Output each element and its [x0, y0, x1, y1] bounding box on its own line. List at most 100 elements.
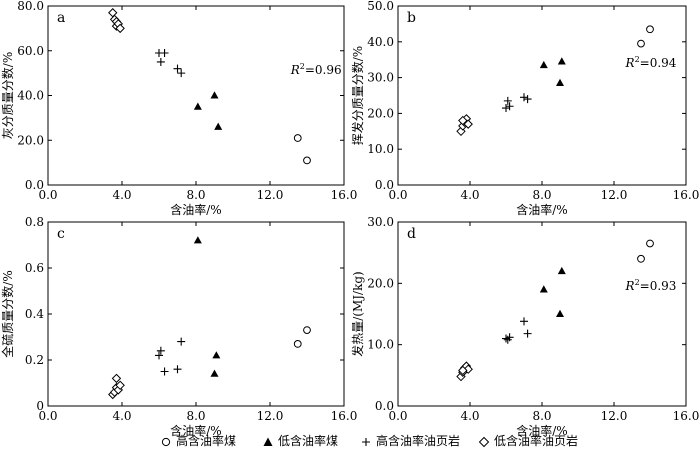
data-point-plus — [160, 367, 169, 376]
data-point-triangle — [214, 122, 223, 130]
series-triangle — [539, 57, 566, 86]
data-point-plus — [523, 329, 532, 338]
x-tick-label: 16.0 — [331, 188, 358, 202]
r-squared-annotation: R2=0.94 — [625, 55, 677, 70]
data-point-plus — [156, 346, 165, 355]
series-circle — [293, 326, 311, 348]
y-tick-label: 20.0 — [17, 133, 44, 147]
y-tick-label: 0.4 — [25, 307, 44, 321]
x-tick-label: 8.0 — [186, 188, 205, 202]
y-axis-label: 发热量/(MJ/kg) — [350, 271, 365, 357]
series-diamond — [456, 361, 473, 382]
y-axis-label: 灰分质量分数/% — [0, 52, 15, 139]
y-tick-label: 0.2 — [25, 353, 44, 367]
legend-label: 低含油率油页岩 — [494, 434, 579, 448]
data-point-plus — [502, 104, 510, 113]
data-point-diamond — [115, 380, 125, 391]
data-point-triangle — [539, 285, 548, 293]
series-plus — [502, 317, 532, 344]
y-tick-label: 20.0 — [367, 106, 394, 120]
x-tick-label: 8.0 — [532, 188, 551, 202]
series-circle — [637, 25, 654, 48]
data-point-triangle — [556, 309, 564, 317]
plot-frame — [47, 221, 345, 407]
y-tick-label: 0.8 — [25, 215, 44, 229]
data-point-plus — [155, 351, 163, 360]
y-axis-label: 全硫质量分数/% — [0, 270, 15, 357]
x-axis-label: 含油率/% — [516, 202, 567, 217]
x-tick-label: 16.0 — [673, 188, 700, 202]
data-point-plus — [173, 64, 182, 73]
data-point-diamond — [115, 23, 125, 34]
panel-a: 0.0 4.0 8.0 12.0 16.0 0.0 20.0 40.0 60.0 80.0 a 含油率… — [0, 0, 357, 217]
data-point-diamond — [108, 8, 118, 18]
x-tick-label: 4.0 — [460, 188, 479, 202]
data-point-circle — [646, 25, 654, 34]
panel-b: 0.0 4.0 8.0 12.0 16.0 0.0 10.0 20.0 30.0 40.0 50.0… — [350, 0, 699, 217]
x-axis-label: 含油率/% — [516, 423, 567, 438]
plus-marker-icon — [362, 437, 370, 446]
data-point-triangle — [210, 369, 219, 377]
x-tick-label: 12.0 — [601, 409, 628, 423]
x-tick-label: 12.0 — [257, 409, 284, 423]
series-circle — [293, 134, 311, 165]
y-tick-label: 0.0 — [25, 178, 44, 192]
x-tick-label: 0.0 — [38, 409, 57, 423]
x-tick-label: 4.0 — [460, 409, 479, 423]
legend-label: 低含油率煤 — [278, 434, 339, 448]
x-tick-label: 0.0 — [388, 409, 407, 423]
x-tick-label: 16.0 — [673, 409, 700, 423]
x-tick-label: 8.0 — [532, 409, 551, 423]
series-diamond — [108, 373, 125, 400]
data-point-triangle — [193, 102, 202, 110]
x-axis-label: 含油率/% — [170, 423, 221, 438]
y-tick-label: 60.0 — [17, 44, 44, 58]
panel-label: b — [407, 10, 416, 26]
y-tick-label: 80.0 — [17, 0, 44, 13]
y-tick-label: 0.0 — [375, 399, 394, 413]
data-point-triangle — [210, 91, 219, 99]
panel-label: c — [57, 226, 65, 242]
y-tick-label: 0.0 — [375, 178, 394, 192]
data-point-circle — [646, 239, 654, 248]
data-point-plus — [177, 337, 186, 346]
r-squared-annotation: R2=0.93 — [625, 278, 677, 293]
data-point-triangle — [212, 351, 221, 359]
series-diamond — [108, 8, 125, 34]
legend-item-low-oil-shale: 低含油率油页岩 — [478, 432, 578, 449]
x-tick-label: 12.0 — [257, 188, 284, 202]
y-tick-label: 40.0 — [17, 89, 44, 103]
data-point-circle — [303, 156, 311, 165]
data-point-diamond — [463, 119, 473, 129]
legend-label: 高含油率油页岩 — [376, 434, 461, 448]
series-circle — [637, 239, 654, 263]
data-point-triangle — [557, 57, 566, 65]
data-point-circle — [637, 39, 645, 48]
x-axis-label: 含油率/% — [170, 202, 221, 217]
x-tick-label: 0.0 — [38, 188, 57, 202]
x-tick-label: 12.0 — [601, 188, 628, 202]
series-diamond — [456, 114, 473, 137]
panel-label: a — [57, 10, 65, 26]
data-point-plus — [503, 96, 512, 105]
data-point-plus — [523, 95, 532, 104]
plot-frame — [47, 5, 345, 186]
panel-c: 0.0 4.0 8.0 12.0 16.0 0 0.2 0.4 0.6 0.8 c 含油率/% 全硫质量… — [0, 215, 357, 438]
series-triangle — [539, 266, 566, 317]
legend-item-high-oil-shale: 高含油率油页岩 — [360, 432, 460, 449]
data-point-triangle — [539, 60, 548, 69]
y-tick-label: 0 — [36, 399, 44, 413]
data-point-triangle — [557, 266, 566, 275]
data-point-plus — [502, 334, 510, 343]
panel-d: 0.0 4.0 8.0 12.0 16.0 0.0 10.0 20.0 30.0 d 含油率/% 发热… — [350, 215, 699, 438]
y-tick-label: 40.0 — [367, 35, 394, 49]
y-axis-label: 挥发分质量分数/% — [350, 46, 365, 145]
data-point-plus — [520, 317, 528, 326]
legend-label: 高含油率煤 — [176, 434, 237, 448]
data-point-circle — [293, 340, 302, 348]
x-tick-label: 16.0 — [331, 409, 358, 423]
legend: 高含油率煤 低含油率煤 高含油率油页岩 低含油率油页岩 — [0, 428, 700, 450]
y-tick-label: 10.0 — [367, 338, 394, 352]
series-plus — [155, 337, 186, 376]
plot-frame — [397, 221, 687, 407]
